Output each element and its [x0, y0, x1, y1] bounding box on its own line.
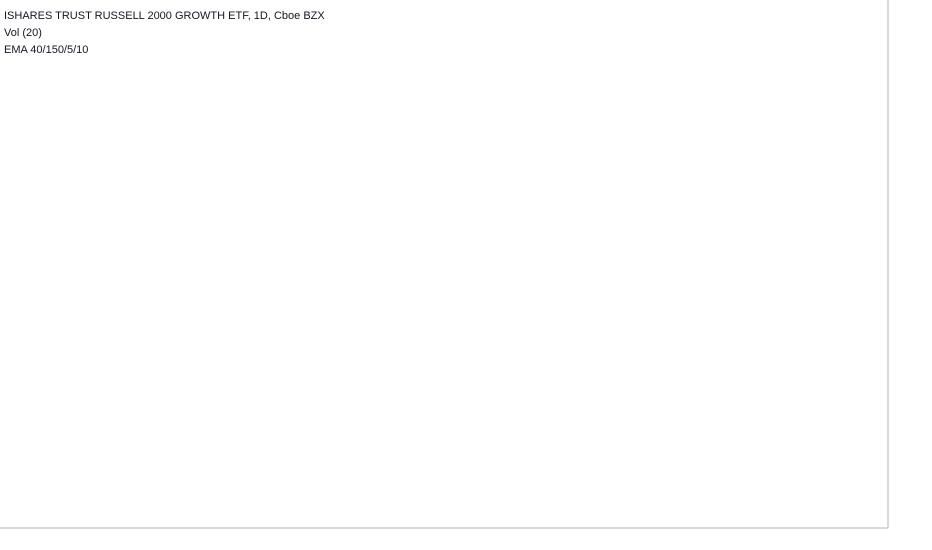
chart-title: ISHARES TRUST RUSSELL 2000 GROWTH ETF, 1…	[4, 10, 325, 22]
indicator-label: EMA 40/150/5/10	[4, 44, 88, 56]
indicator-label: Vol (20)	[4, 27, 42, 39]
